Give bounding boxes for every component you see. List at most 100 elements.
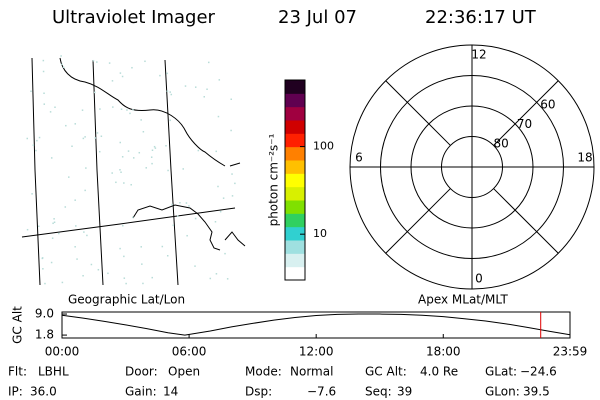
noise-dot <box>207 61 210 64</box>
coastline <box>59 57 241 167</box>
noise-dot <box>170 93 173 96</box>
noise-dot <box>119 72 122 74</box>
noise-dot <box>111 172 113 174</box>
noise-dot <box>53 218 55 220</box>
noise-dot <box>151 162 153 165</box>
colorbar-segment <box>285 186 305 201</box>
colorbar-segment <box>285 93 305 108</box>
noise-dot <box>74 199 76 201</box>
noise-dot <box>74 123 77 125</box>
noise-dot <box>125 282 127 285</box>
noise-dot <box>120 108 123 110</box>
noise-dot <box>30 90 32 93</box>
info-value: 4.0 Re <box>420 365 458 379</box>
noise-dot <box>60 55 62 57</box>
lat-ring-label: 80 <box>494 137 509 151</box>
noise-dot <box>35 149 37 152</box>
noise-dot <box>203 96 205 98</box>
noise-dot <box>31 193 33 195</box>
noise-dot <box>43 92 45 95</box>
mlt-label: 18 <box>577 151 592 165</box>
meridian <box>164 59 179 286</box>
noise-dot <box>132 109 134 111</box>
noise-dot <box>42 59 45 62</box>
mlt-label: 6 <box>355 151 363 165</box>
y-tick-label: 1.8 <box>35 328 54 342</box>
noise-dot <box>74 246 76 248</box>
noise-dot <box>123 182 125 184</box>
noise-dot <box>36 139 38 142</box>
lat-ring-label: 70 <box>517 117 532 131</box>
noise-dot <box>197 149 200 152</box>
noise-dot <box>119 141 122 144</box>
lat-ring-label: 60 <box>540 97 555 111</box>
coastline <box>132 204 246 251</box>
info-label: Door: <box>125 365 158 379</box>
noise-dot <box>75 225 77 227</box>
map-title: Geographic Lat/Lon <box>68 293 185 307</box>
noise-dot <box>129 112 131 115</box>
x-tick-label: 00:00 <box>45 345 80 359</box>
noise-dot <box>130 183 132 186</box>
y-tick-label: 9.0 <box>35 307 54 321</box>
noise-dot <box>32 144 35 146</box>
noise-dot <box>100 135 103 138</box>
geographic-map <box>21 57 246 286</box>
meridian <box>31 57 41 286</box>
noise-dot <box>38 225 40 228</box>
noise-dot <box>194 217 197 220</box>
noise-dot <box>167 169 169 172</box>
noise-dot <box>119 169 121 171</box>
info-label: Gain: <box>125 385 157 399</box>
noise-dot <box>82 137 85 140</box>
noise-dot <box>209 277 212 280</box>
noise-dot <box>52 222 54 225</box>
noise-dot <box>42 70 45 73</box>
noise-dot <box>26 137 29 140</box>
noise-dot <box>26 228 29 231</box>
noise-dot <box>177 215 179 217</box>
noise-dot <box>217 185 219 188</box>
info-value: LBHL <box>38 365 69 379</box>
colorbar-label: photon cm⁻²s⁻¹ <box>267 133 281 226</box>
colorbar-segment <box>285 226 305 241</box>
noise-dot <box>120 171 122 173</box>
info-label: Flt: <box>8 365 27 379</box>
noise-dot <box>141 263 143 265</box>
polar-diagonal <box>385 188 451 254</box>
info-value: 36.0 <box>30 385 57 399</box>
noise-dot <box>61 63 63 66</box>
colorbar-segment <box>285 240 305 254</box>
info-value: 39 <box>397 385 412 399</box>
info-label: GLon: <box>485 385 520 399</box>
info-value: −24.6 <box>520 365 557 379</box>
noise-dot <box>131 66 133 69</box>
colorbar-segment <box>285 253 305 268</box>
noise-dot <box>112 106 114 108</box>
noise-dot <box>219 210 222 213</box>
noise-dot <box>171 203 173 206</box>
colorbar-tick-label: 10 <box>313 227 327 240</box>
x-tick-label: 23:59 <box>553 345 588 359</box>
noise-dot <box>140 119 142 121</box>
instrument-title: Ultraviolet Imager <box>52 7 216 28</box>
noise-dot <box>122 224 124 227</box>
noise-dot <box>194 265 196 267</box>
info-label: GC Alt: <box>365 365 407 379</box>
noise-dot <box>50 261 53 264</box>
noise-dot <box>161 245 164 248</box>
x-tick-label: 18:00 <box>426 345 461 359</box>
noise-dot <box>90 263 93 266</box>
noise-dot <box>94 137 97 139</box>
colorbar-segment <box>285 200 305 214</box>
noise-dot <box>108 62 111 64</box>
noise-dot <box>86 234 88 237</box>
noise-dot <box>150 156 153 158</box>
noise-dot <box>126 109 128 111</box>
noise-dot <box>226 278 229 280</box>
colorbar-segment <box>285 146 305 161</box>
noise-dot <box>185 202 188 204</box>
noise-dot <box>138 151 141 154</box>
info-value: 39.5 <box>523 385 550 399</box>
